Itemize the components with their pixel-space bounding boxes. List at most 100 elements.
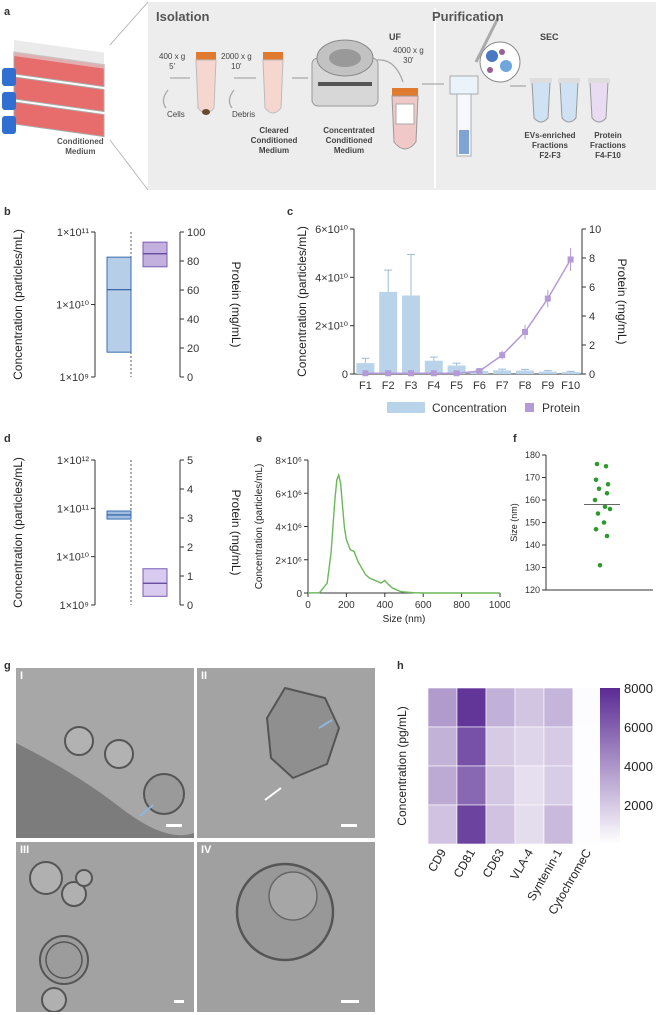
left-tick-label: 1×10⁹ — [60, 372, 90, 384]
concentration-bar — [561, 372, 580, 374]
data-point — [602, 504, 608, 510]
step3-speed: 4000 x g — [393, 46, 424, 55]
panel-label-h: h — [397, 660, 404, 672]
heatmap-axis-title: Concentration (pg/mL) — [395, 706, 409, 825]
right-tick-label: 0 — [589, 369, 595, 381]
cleared-label-3: Medium — [258, 146, 290, 155]
left-tick-label: 1×10¹¹ — [57, 503, 89, 515]
legend-protein-label: Protein — [542, 401, 580, 415]
y-tick-label: 4×10⁶ — [275, 523, 302, 534]
protein-point — [544, 295, 551, 302]
x-axis-title: Size (nm) — [383, 614, 426, 625]
y-tick-label: 0 — [296, 589, 302, 600]
left-axis-title: Concentration (particles/mL) — [11, 457, 25, 608]
panel-a-workflow: Conditioned Medium Isolation Purificatio… — [0, 0, 659, 195]
cryo-em-image-3: III — [16, 842, 194, 1012]
data-point — [593, 526, 599, 532]
concentration-bar — [516, 370, 534, 374]
y-tick-label: 120 — [525, 585, 540, 595]
right-tick-label: 0 — [187, 372, 193, 384]
centrifuge-tube-2-icon — [262, 52, 284, 114]
color-scale-tick-label: 2000 — [624, 798, 653, 813]
quadrant-label-4: IV — [201, 844, 212, 856]
left-tick-label: 4×10¹⁰ — [315, 272, 348, 284]
y-axis-title: Size (nm) — [509, 503, 519, 542]
data-point — [607, 506, 613, 512]
heatmap-cell — [456, 726, 487, 767]
x-tick-label: 400 — [376, 600, 393, 611]
protein-point — [453, 370, 460, 377]
heatmap-cell — [485, 765, 516, 806]
left-tick-label: 1×10¹⁰ — [56, 552, 89, 564]
legend-protein-swatch — [525, 403, 534, 412]
left-axis-title: Concentration (particles/mL) — [11, 229, 25, 380]
legend-concentration-swatch — [387, 402, 425, 413]
color-scale-tick-label: 8000 — [624, 681, 653, 696]
heatmap-cell — [543, 687, 574, 728]
concentrated-label-2: Conditioned — [325, 136, 373, 145]
chart-e: 8×10⁶ 6×10⁶ 4×10⁶ 2×10⁶ 00 200 400 600 800 1000 Co… — [254, 456, 510, 625]
y-axis-title: Concentration (particles/mL) — [254, 464, 265, 590]
step1-time: 5' — [169, 62, 176, 71]
size-distribution-line — [307, 472, 500, 594]
right-tick-label: 3 — [187, 513, 193, 525]
left-tick-label: 1×10¹⁰ — [56, 300, 89, 312]
protein-point — [567, 256, 574, 263]
workflow-illustration — [2, 1, 656, 191]
right-tick-label: 2 — [589, 340, 595, 352]
centrifuge-icon — [311, 39, 379, 107]
conditioned-medium-label-1: Conditioned — [57, 137, 104, 146]
step1-speed: 400 x g — [159, 52, 186, 61]
heatmap-cell — [514, 765, 545, 806]
right-axis-title: Protein (mg/mL) — [229, 489, 243, 575]
protein-fractions-label-1: Protein — [594, 131, 622, 140]
heatmap-cell — [572, 726, 603, 767]
legend-concentration-label: Concentration — [432, 401, 507, 415]
data-point — [594, 461, 600, 467]
heatmap-cell — [485, 687, 516, 728]
left-tick-label: 0 — [342, 369, 348, 381]
concentrated-label-3: Medium — [333, 146, 365, 155]
sec-column-icon — [449, 17, 521, 157]
step2-time: 10' — [231, 62, 242, 71]
data-point — [601, 520, 607, 525]
cleared-label-1: Cleared — [259, 126, 289, 135]
heatmap-cell — [543, 765, 574, 806]
color-scale-tick-label: 6000 — [624, 720, 653, 735]
heatmap-cell — [514, 804, 545, 845]
right-tick-label: 60 — [187, 285, 199, 297]
color-scale-bar — [600, 688, 620, 844]
concentration-bar — [356, 363, 375, 374]
quadrant-label-1: I — [20, 670, 24, 682]
right-tick-label: 6 — [589, 282, 595, 294]
x-tick-label: 200 — [338, 600, 355, 611]
x-tick-label: 800 — [453, 600, 470, 611]
chart-h: Concentration (pg/mL)CD9 CD81 CD63 VLA-4Syn… — [395, 681, 653, 917]
concentration-box — [106, 256, 132, 353]
x-tick-label: F7 — [496, 380, 509, 392]
x-tick-label: F6 — [473, 380, 486, 392]
x-tick-label: 600 — [415, 600, 432, 611]
y-tick-label: 180 — [525, 450, 540, 460]
right-tick-label: 4 — [589, 311, 595, 323]
sec-label: SEC — [540, 32, 559, 42]
right-tick-label: 8 — [589, 253, 595, 265]
data-point — [604, 490, 610, 496]
heatmap-cell — [456, 804, 487, 845]
concentrated-label-1: Concentrated — [323, 126, 375, 135]
heatmap-cell — [485, 726, 516, 767]
right-axis-title: Protein (mg/mL) — [615, 258, 629, 344]
y-tick-label: 8×10⁶ — [275, 456, 302, 467]
x-tick-label: F2 — [382, 380, 395, 392]
data-point — [604, 533, 610, 539]
right-tick-label: 0 — [187, 600, 193, 612]
protein-box — [142, 568, 168, 597]
protein-point — [408, 370, 414, 377]
heatmap-cell — [456, 687, 487, 728]
x-tick-label: F9 — [541, 380, 554, 392]
heatmap-cell — [572, 765, 603, 806]
step3-time: 30' — [403, 56, 414, 65]
protein-point — [476, 368, 483, 375]
heatmap-cell — [427, 765, 458, 806]
heatmap-column-label: CD9 — [425, 846, 449, 874]
